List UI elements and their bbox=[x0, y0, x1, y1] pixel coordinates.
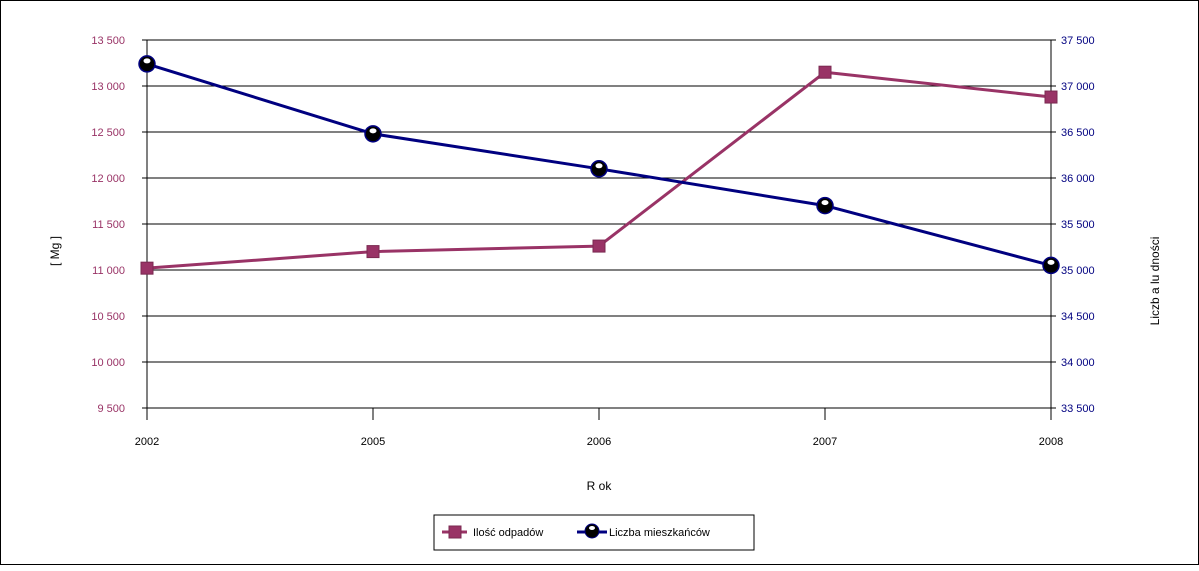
y-right-tick-label: 35 000 bbox=[1061, 265, 1095, 277]
data-point-square bbox=[1044, 90, 1058, 104]
legend-label-liczba-mieszkancow: Liczba mieszkańców bbox=[609, 527, 710, 539]
label-layer: R ok [ Mg ] Liczb a lu dności bbox=[48, 236, 1162, 493]
y-right-tick-label: 37 000 bbox=[1061, 81, 1095, 93]
data-point-highlight bbox=[369, 128, 377, 134]
legend-label-ilosc-odpadow: Ilość odpadów bbox=[473, 527, 543, 539]
data-point-square bbox=[366, 245, 380, 259]
data-point-circle bbox=[138, 55, 156, 73]
y-left-tick-label: 10 500 bbox=[91, 311, 125, 323]
legend-marker-square bbox=[448, 525, 462, 539]
axis-layer: 9 500 10 000 10 500 11 000 11 500 12 000 12 50… bbox=[91, 35, 1094, 448]
data-point-highlight bbox=[1047, 259, 1055, 265]
grid-layer bbox=[147, 39, 1051, 409]
data-point-highlight bbox=[821, 200, 829, 206]
y-right-tick-label: 35 500 bbox=[1061, 219, 1095, 231]
y-left-tick-label: 9 500 bbox=[97, 403, 125, 415]
right-axis-title: Liczb a lu dności bbox=[1148, 237, 1162, 326]
legend: Ilość odpadów Liczba mieszkańców bbox=[433, 514, 755, 551]
y-left-tick-label: 13 000 bbox=[91, 81, 125, 93]
x-tick-label: 2006 bbox=[587, 436, 611, 448]
data-point-square bbox=[818, 65, 832, 79]
legend-marker-highlight bbox=[589, 526, 595, 530]
y-right-tick-label: 34 000 bbox=[1061, 357, 1095, 369]
y-left-tick-label: 10 000 bbox=[91, 357, 125, 369]
left-axis-title: [ Mg ] bbox=[48, 236, 62, 266]
legend-marker-circle bbox=[584, 523, 600, 539]
x-tick-label: 2008 bbox=[1039, 436, 1063, 448]
x-tick-label: 2007 bbox=[813, 436, 837, 448]
y-right-tick-label: 33 500 bbox=[1061, 403, 1095, 415]
y-left-tick-label: 12 500 bbox=[91, 127, 125, 139]
y-left-tick-label: 13 500 bbox=[91, 35, 125, 47]
data-point-circle bbox=[816, 196, 834, 215]
data-point-highlight bbox=[143, 58, 151, 64]
data-point-circle bbox=[590, 160, 608, 178]
y-right-tick-label: 37 500 bbox=[1061, 35, 1095, 47]
y-right-tick-label: 36 500 bbox=[1061, 127, 1095, 139]
data-point-circle bbox=[1042, 256, 1060, 275]
y-left-tick-label: 11 500 bbox=[92, 219, 125, 231]
x-tick-label: 2002 bbox=[135, 436, 159, 448]
x-axis-title: R ok bbox=[587, 479, 613, 493]
x-tick-label: 2005 bbox=[361, 436, 385, 448]
data-point-circle bbox=[364, 125, 382, 143]
y-right-tick-label: 34 500 bbox=[1061, 311, 1095, 323]
legend-item-liczba-mieszkancow: Liczba mieszkańców bbox=[577, 523, 710, 539]
legend-item-ilosc-odpadow: Ilość odpadów bbox=[442, 525, 543, 539]
y-right-tick-label: 36 000 bbox=[1061, 173, 1095, 185]
y-left-tick-label: 11 000 bbox=[92, 265, 125, 277]
y-left-tick-label: 12 000 bbox=[91, 173, 125, 185]
data-point-square bbox=[592, 239, 606, 253]
series-layer bbox=[138, 55, 1060, 275]
data-point-highlight bbox=[595, 163, 603, 169]
data-point-square bbox=[140, 261, 154, 275]
